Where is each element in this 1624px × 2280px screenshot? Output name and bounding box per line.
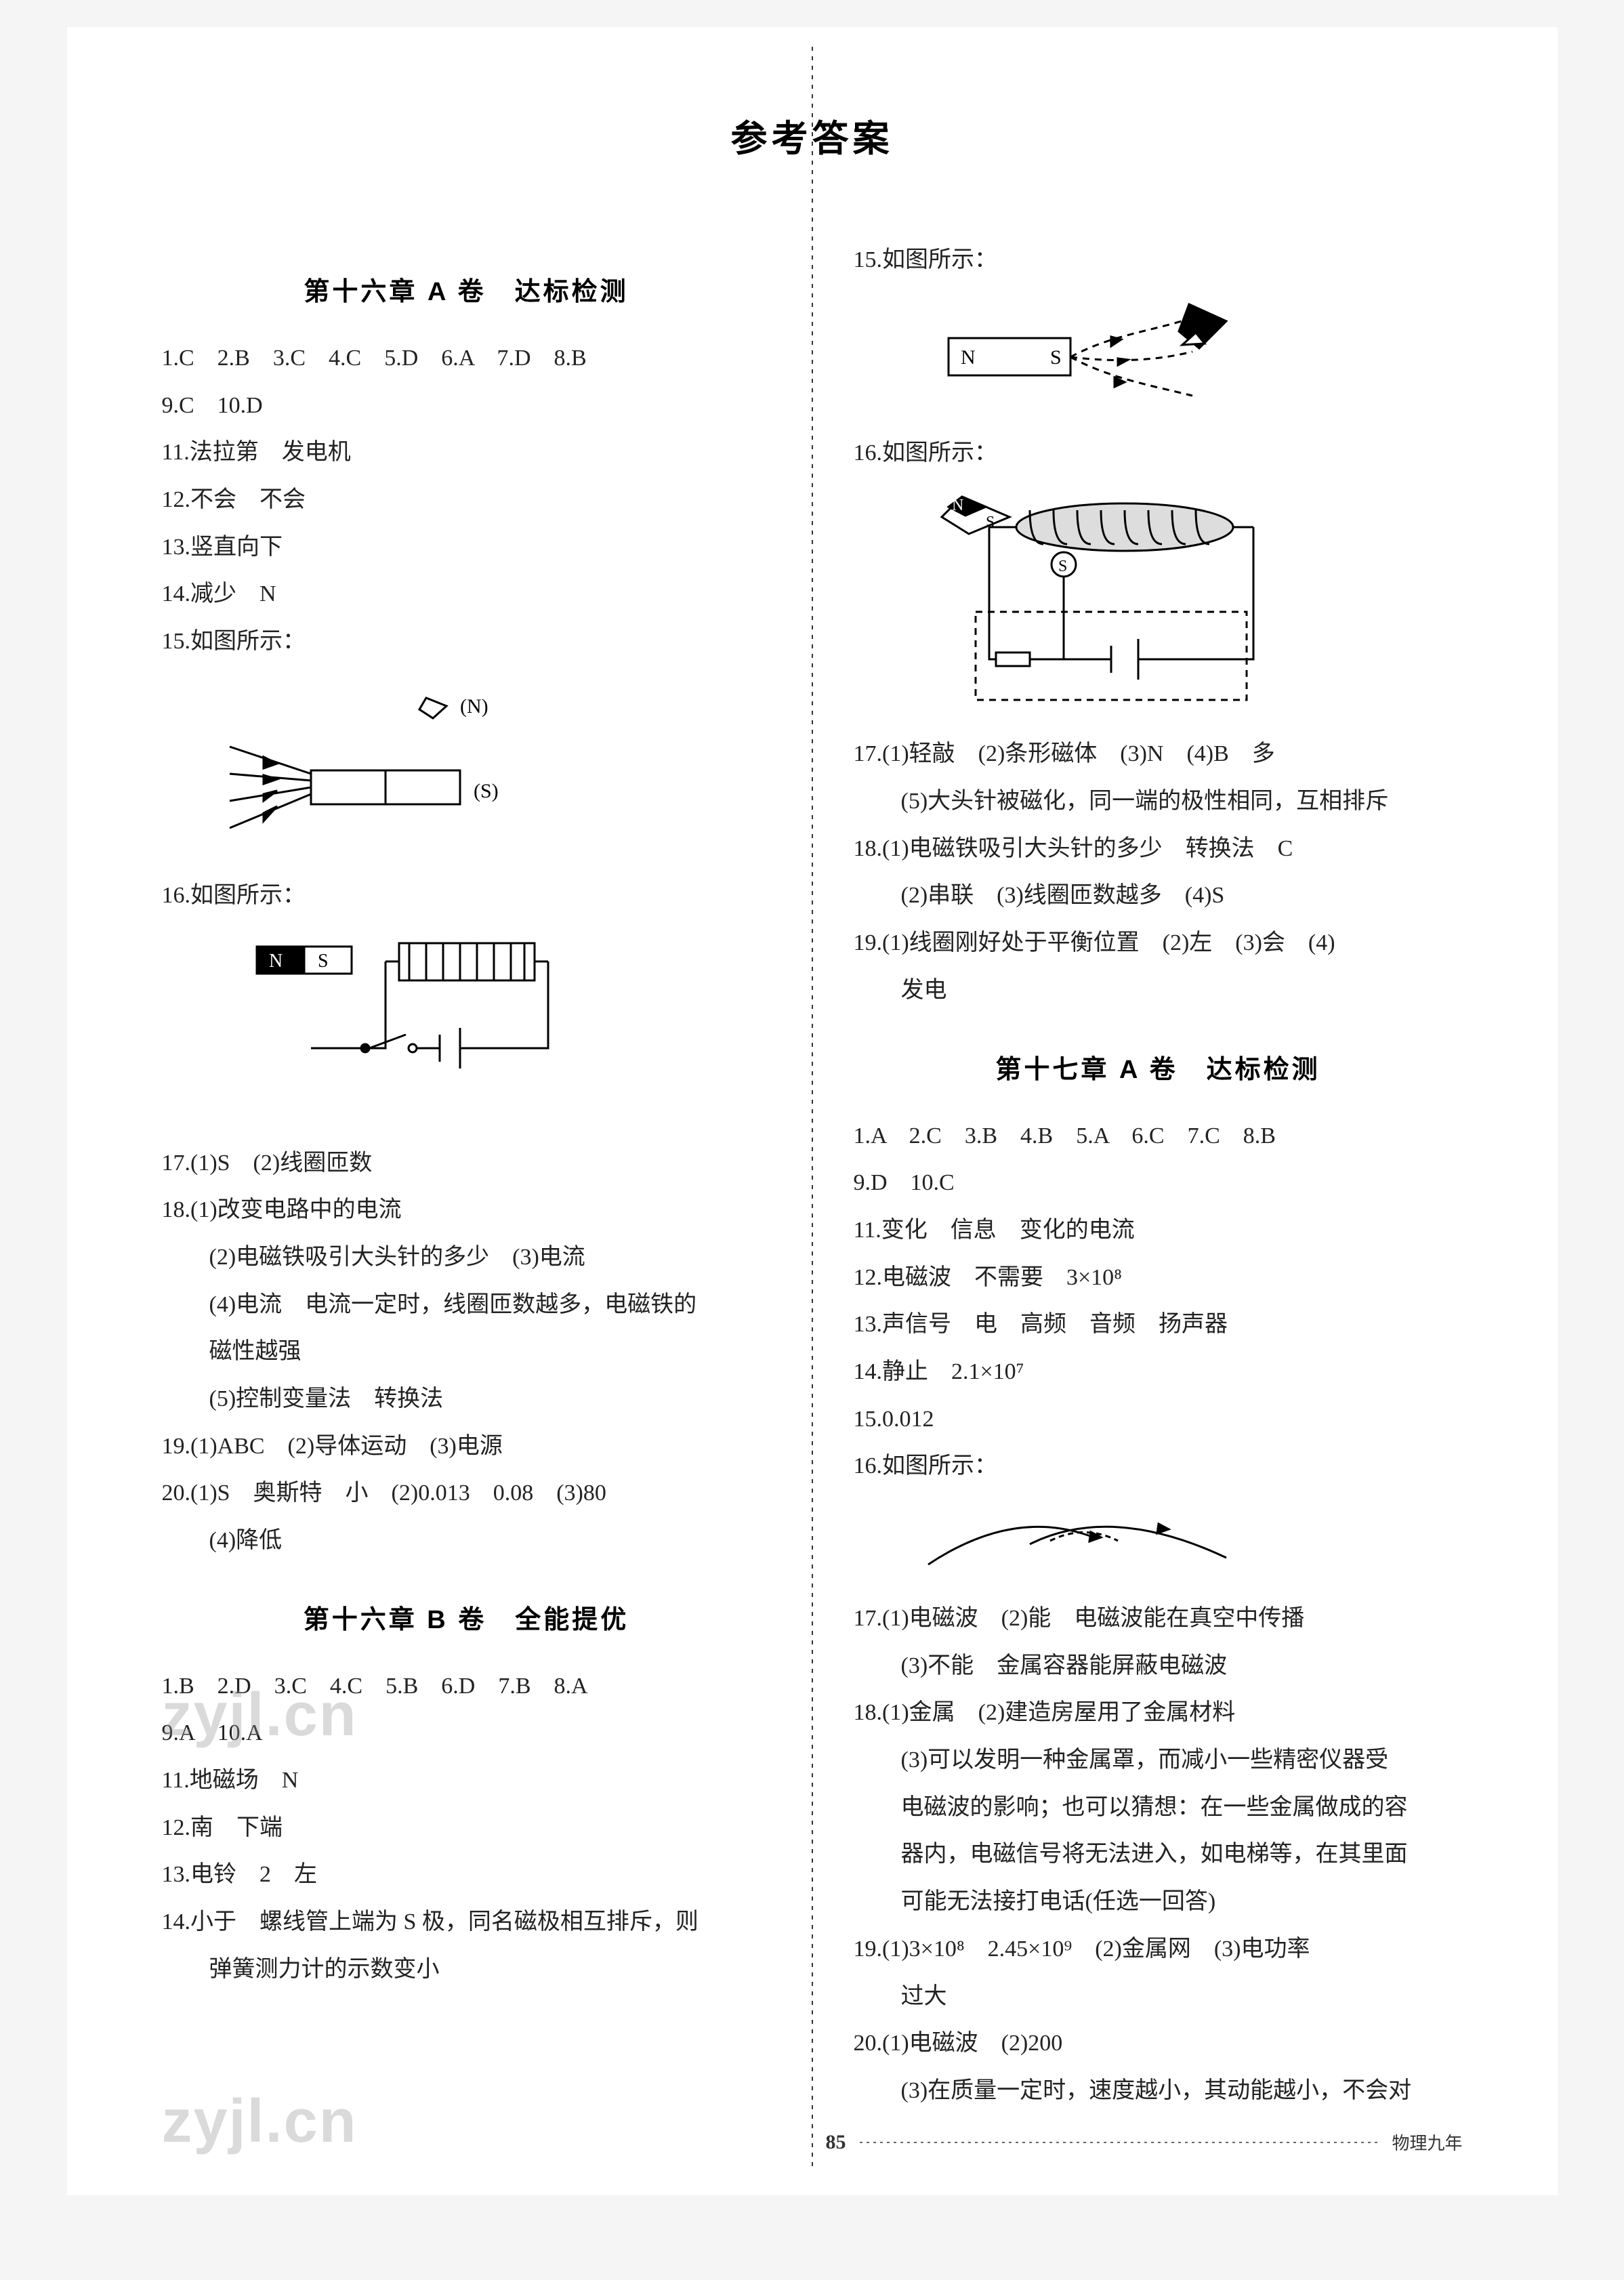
ch17a-q18-3: 电磁波的影响；也可以猜想：在一些金属做成的容 — [854, 1784, 1463, 1831]
section-16b-title: 第十六章 B 卷 全能提优 — [162, 1598, 771, 1636]
ch16a-q18-3b: 磁性越强 — [162, 1328, 771, 1375]
ch16b-q12: 12.南 下端 — [162, 1804, 771, 1852]
ch16b-q15: 15.如图所示： — [854, 236, 1463, 284]
label-S: (S) — [474, 780, 499, 802]
diagram-16b-16: N S S — [908, 490, 1463, 717]
ch17a-q18-1: 18.(1)金属 (2)建造房屋用了金属材料 — [854, 1689, 1463, 1737]
ch17a-q20-1: 20.(1)电磁波 (2)200 — [854, 2020, 1463, 2067]
footer-dots — [860, 2142, 1379, 2143]
ch17a-q18-2: (3)可以发明一种金属罩，而减小一些精密仪器受 — [854, 1737, 1463, 1784]
ch17a-mc1: 1.A 2.C 3.B 4.B 5.A 6.C 7.C 8.B — [854, 1113, 1463, 1160]
compass-N: N — [952, 497, 963, 514]
footer: 85 物理九年 — [162, 2130, 1463, 2155]
ch16a-mc1: 1.C 2.B 3.C 4.C 5.D 6.A 7.D 8.B — [162, 335, 771, 382]
ch17a-q17-2: (3)不能 金属容器能屏蔽电磁波 — [854, 1642, 1463, 1690]
footer-label: 物理九年 — [1392, 2130, 1462, 2155]
ch16a-q15: 15.如图所示： — [162, 618, 771, 665]
ch16b-q17-1: 17.(1)轻敲 (2)条形磁体 (3)N (4)B 多 — [854, 730, 1463, 778]
ch17a-q20-2: (3)在质量一定时，速度越小，其动能越小，不会对 — [854, 2067, 1463, 2115]
mag-N: N — [961, 346, 976, 369]
diagram-16b-15: N S — [908, 297, 1463, 416]
ch16b-q14-2: 弹簧测力计的示数变小 — [162, 1946, 771, 1993]
ch17a-mc2: 9.D 10.C — [854, 1159, 1463, 1207]
ch16a-q18-1: 18.(1)改变电路中的电流 — [162, 1186, 771, 1234]
ch16b-q16: 16.如图所示： — [854, 430, 1463, 477]
ch17a-q18-5: 可能无法接打电话(任选一回答) — [854, 1878, 1463, 1926]
ch16b-q13: 13.电铃 2 左 — [162, 1851, 771, 1899]
ch16a-q20-2: (4)降低 — [162, 1517, 771, 1564]
ch16a-q14: 14.减少 N — [162, 571, 771, 618]
ch16a-q12: 12.不会 不会 — [162, 476, 771, 524]
diagram-17a-wave — [908, 1504, 1463, 1581]
ch16a-q13: 13.竖直向下 — [162, 524, 771, 571]
ch16b-q19-2: 发电 — [854, 967, 1463, 1014]
ch16a-q17: 17.(1)S (2)线圈匝数 — [162, 1140, 771, 1187]
ch17a-q12: 12.电磁波 不需要 3×10⁸ — [854, 1254, 1463, 1302]
ch17a-q19-2: 过大 — [854, 1973, 1463, 2020]
ch17a-q19-1: 19.(1)3×10⁸ 2.45×10⁹ (2)金属网 (3)电功率 — [854, 1926, 1463, 1973]
right-column: 15.如图所示： N S — [854, 236, 1463, 2115]
compass-S: S — [986, 514, 995, 531]
mag-S: S — [1050, 346, 1062, 369]
ch16b-mc1: 1.B 2.D 3.C 4.C 5.B 6.D 7.B 8.A — [162, 1663, 771, 1710]
column-divider — [812, 236, 813, 2115]
ch16a-q18-4: (5)控制变量法 转换法 — [162, 1375, 771, 1423]
ch17a-q16: 16.如图所示： — [854, 1443, 1463, 1490]
section-16a-title: 第十六章 A 卷 达标检测 — [162, 270, 771, 308]
diagram-16a-16: N S — [216, 933, 771, 1126]
ch16a-q20-1: 20.(1)S 奥斯特 小 (2)0.013 0.08 (3)80 — [162, 1470, 771, 1517]
ch16b-q18-2: (2)串联 (3)线圈匝数越多 (4)S — [854, 872, 1463, 919]
ch16b-mc2: 9.A 10.A — [162, 1709, 771, 1757]
ch16b-q17-2: (5)大头针被磁化，同一端的极性相同，互相排斥 — [854, 778, 1463, 825]
ch17a-q11: 11.变化 信息 变化的电流 — [854, 1207, 1463, 1254]
bar-S: S — [318, 951, 329, 972]
page: 参考答案 第十六章 A 卷 达标检测 1.C 2.B 3.C 4.C 5.D 6… — [67, 27, 1558, 2195]
ch16b-q11: 11.地磁场 N — [162, 1757, 771, 1804]
ch16b-q14-1: 14.小于 螺线管上端为 S 极，同名磁极相互排斥，则 — [162, 1899, 771, 1946]
ch17a-q17-1: 17.(1)电磁波 (2)能 电磁波能在真空中传播 — [854, 1595, 1463, 1642]
ch16a-q11: 11.法拉第 发电机 — [162, 429, 771, 476]
ch17a-q13: 13.声信号 电 高频 音频 扬声器 — [854, 1301, 1463, 1348]
ch16a-q18-3: (4)电流 电流一定时，线圈匝数越多，电磁铁的 — [162, 1281, 771, 1329]
ch16a-q19: 19.(1)ABC (2)导体运动 (3)电源 — [162, 1423, 771, 1470]
diagram-16a-15: (N) (S) — [216, 679, 771, 858]
ch16b-q19-1: 19.(1)线圈刚好处于平衡位置 (2)左 (3)会 (4) — [854, 919, 1463, 967]
columns-container: 第十六章 A 卷 达标检测 1.C 2.B 3.C 4.C 5.D 6.A 7.… — [162, 236, 1463, 2115]
label-N: (N) — [460, 695, 488, 718]
ch16a-mc2: 9.C 10.D — [162, 382, 771, 430]
section-17a-title: 第十七章 A 卷 达标检测 — [854, 1048, 1463, 1085]
ch16b-q18-1: 18.(1)电磁铁吸引大头针的多少 转换法 C — [854, 825, 1463, 873]
ch17a-q15: 15.0.012 — [854, 1396, 1463, 1443]
ch16a-q18-2: (2)电磁铁吸引大头针的多少 (3)电流 — [162, 1234, 771, 1281]
inner-S: S — [1058, 558, 1067, 575]
ch16a-q16: 16.如图所示： — [162, 872, 771, 919]
ch17a-q18-4: 器内，电磁信号将无法进入，如电梯等，在其里面 — [854, 1831, 1463, 1878]
bar-N: N — [269, 951, 283, 972]
left-column: 第十六章 A 卷 达标检测 1.C 2.B 3.C 4.C 5.D 6.A 7.… — [162, 236, 771, 2115]
ch17a-q14: 14.静止 2.1×10⁷ — [854, 1348, 1463, 1396]
page-number: 85 — [826, 2131, 846, 2154]
